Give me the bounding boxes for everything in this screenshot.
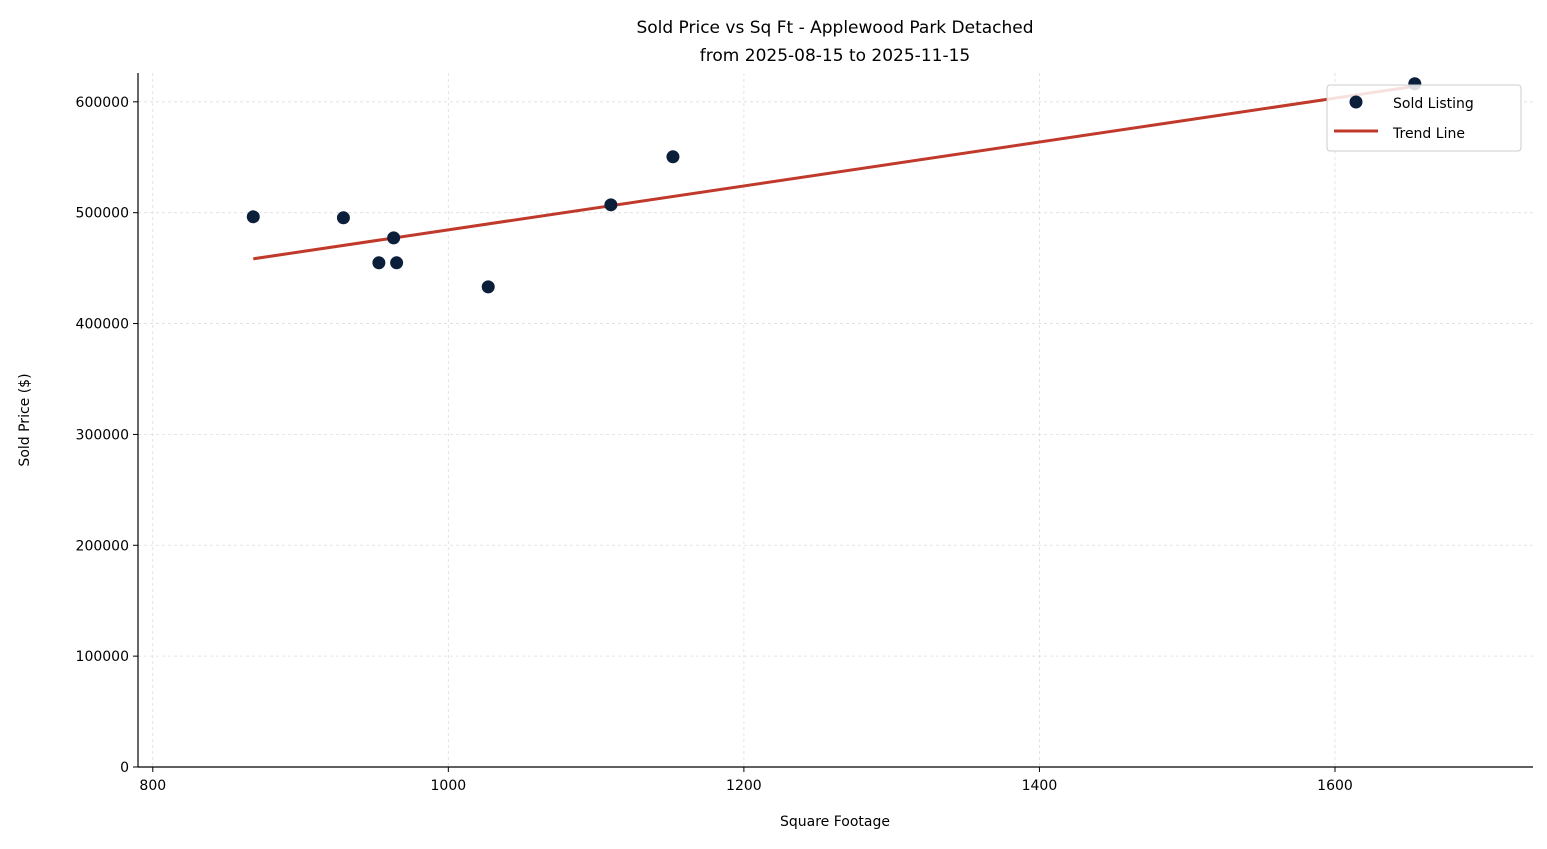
y-tick-label: 400000 [76, 317, 129, 333]
axes: 800 1000 1200 1400 1600 0 100000 200000 300000 40… [76, 73, 1533, 794]
grid [138, 73, 1533, 767]
data-point [604, 198, 618, 212]
data-point [372, 256, 386, 270]
data-point [336, 211, 350, 225]
y-axis-label: Sold Price ($) [17, 373, 33, 466]
legend-box [1326, 84, 1522, 152]
x-tick-label: 1000 [431, 778, 467, 794]
trend-line-layer [253, 84, 1416, 261]
data-point [666, 150, 680, 164]
y-tick-label: 100000 [76, 649, 129, 665]
x-tick-label: 800 [139, 778, 166, 794]
data-point [481, 280, 495, 294]
legend-label-trend-line: Trend Line [1392, 126, 1465, 142]
x-axis-label: Square Footage [780, 814, 890, 830]
chart-subtitle: from 2025-08-15 to 2025-11-15 [700, 46, 970, 66]
x-tick-label: 1200 [726, 778, 762, 794]
y-tick-label: 0 [120, 760, 129, 776]
legend-label-sold-listing: Sold Listing [1393, 96, 1474, 112]
trend-line [253, 84, 1416, 261]
y-tick-label: 600000 [76, 95, 129, 111]
data-point [246, 210, 260, 224]
data-point [387, 231, 401, 245]
x-tick-label: 1400 [1022, 778, 1058, 794]
points-layer [246, 77, 1422, 294]
legend-marker-sold-listing [1349, 95, 1363, 109]
y-tick-label: 200000 [76, 538, 129, 554]
x-tick-label: 1600 [1317, 778, 1353, 794]
legend: Sold Listing Trend Line [1326, 84, 1522, 152]
y-tick-label: 300000 [76, 427, 129, 443]
data-point [390, 256, 404, 270]
chart-title: Sold Price vs Sq Ft - Applewood Park Det… [636, 18, 1033, 38]
y-tick-label: 500000 [76, 206, 129, 222]
